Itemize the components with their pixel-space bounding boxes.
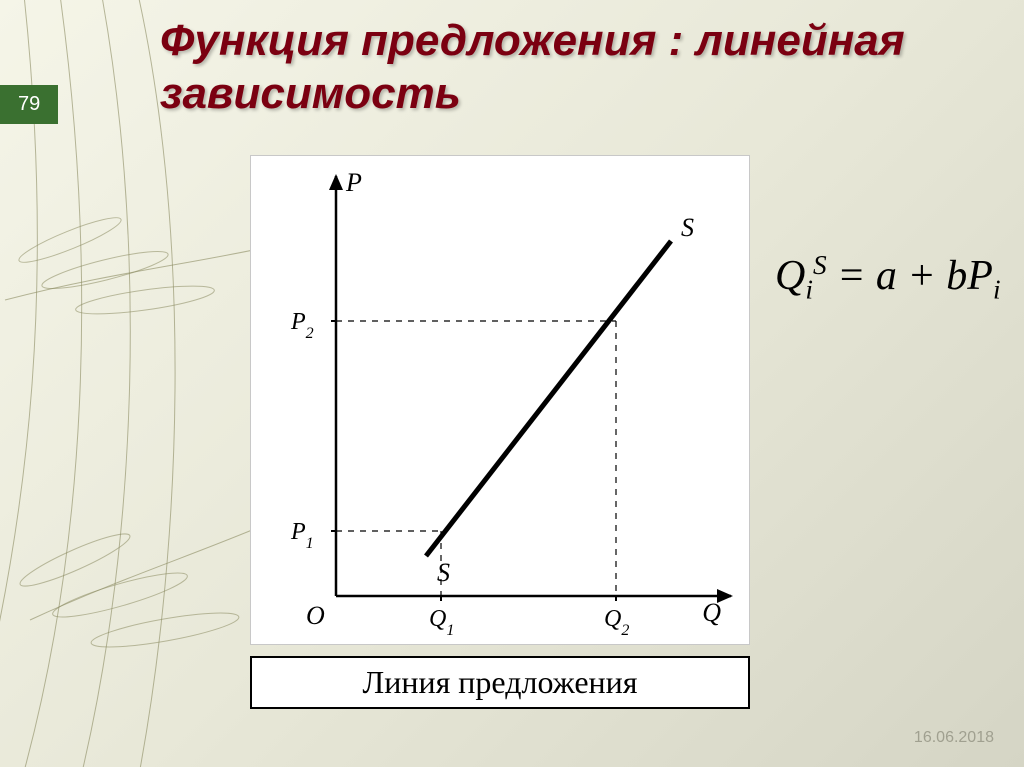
svg-text:P2: P2 (290, 309, 314, 342)
slide-title: Функция предложения : линейная зависимос… (160, 15, 1024, 121)
svg-text:Q1: Q1 (429, 606, 454, 639)
svg-text:O: O (306, 601, 325, 630)
supply-formula: QiS = a + bPi (775, 250, 1001, 305)
svg-text:P: P (345, 168, 362, 197)
svg-text:S: S (681, 213, 694, 242)
svg-text:Q2: Q2 (604, 606, 629, 639)
page-number-badge: 79 (0, 85, 58, 124)
supply-chart: P Q O S S P1 P2 Q1 Q2 (250, 155, 750, 645)
svg-text:S: S (437, 558, 450, 587)
slide-date: 16.06.2018 (914, 729, 994, 747)
svg-text:Q: Q (702, 598, 721, 627)
svg-text:P1: P1 (290, 519, 314, 552)
chart-caption: Линия предложения (250, 656, 750, 709)
